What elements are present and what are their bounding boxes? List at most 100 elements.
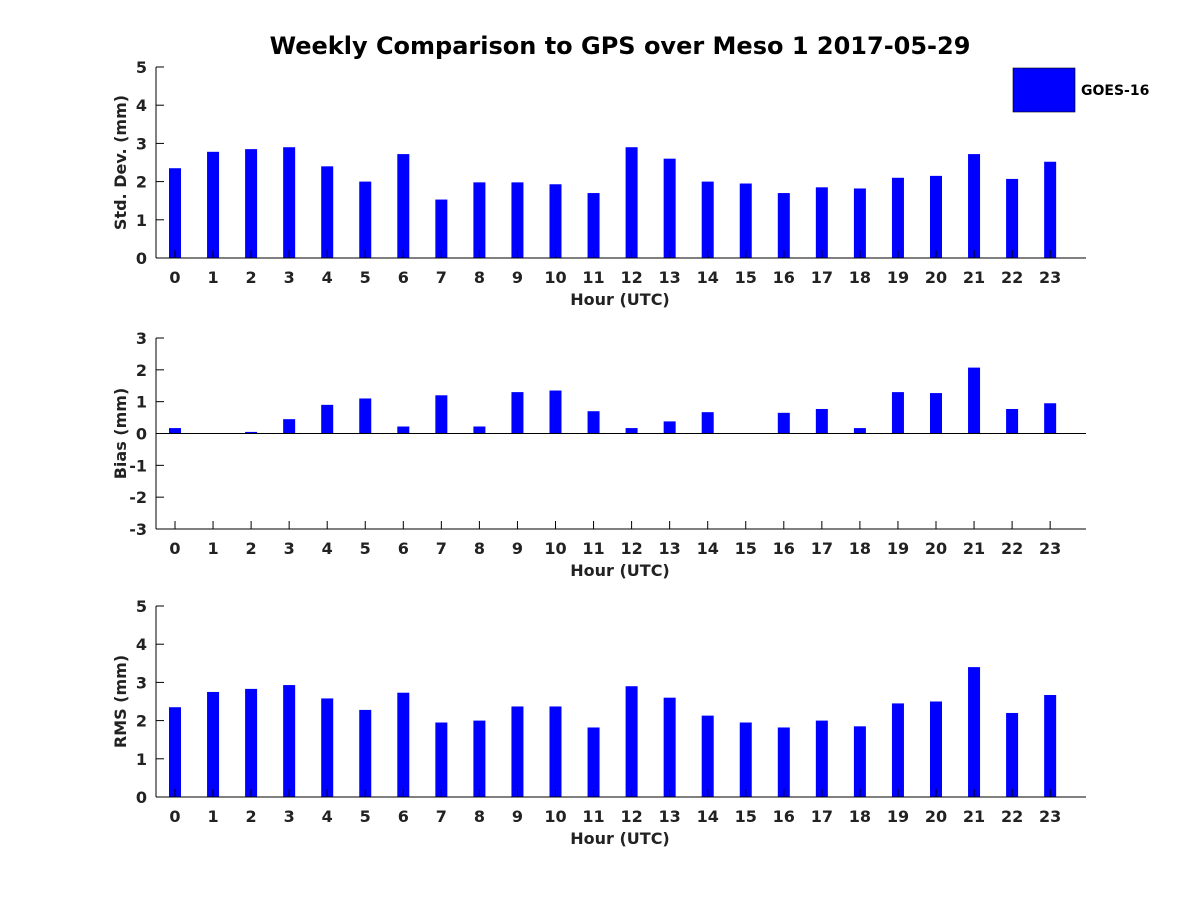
- std-dev-xtick-label: 20: [925, 268, 947, 287]
- rms-xtick-label: 4: [322, 807, 333, 826]
- std-dev-bar-hour-8: [473, 182, 486, 258]
- std-dev-bar-hour-9: [511, 182, 524, 258]
- rms-xtick-label: 19: [887, 807, 909, 826]
- std-dev-bar-hour-6: [397, 154, 410, 258]
- legend-swatch: [1012, 67, 1076, 113]
- std-dev-xtick-label: 1: [207, 268, 218, 287]
- std-dev-ytick-label: 4: [136, 96, 147, 115]
- legend-label: GOES-16: [1081, 83, 1149, 99]
- bias-xtick-label: 14: [697, 539, 719, 558]
- std-dev-bar-hour-13: [663, 158, 676, 258]
- rms-xtick-label: 3: [284, 807, 295, 826]
- bias-ytick-label: 2: [136, 361, 147, 380]
- bias-ytick-label: -3: [129, 520, 147, 539]
- std-dev-bar-hour-7: [435, 199, 448, 258]
- std-dev-bar-hour-12: [625, 147, 638, 258]
- std-dev-bar-hour-20: [930, 175, 942, 258]
- bias-xtick-label: 9: [512, 539, 523, 558]
- bias-bar-hour-22: [1006, 408, 1019, 434]
- bias-bar-hour-8: [473, 426, 486, 434]
- rms-bar-hour-0: [169, 707, 181, 797]
- rms-bar-hour-3: [283, 685, 296, 797]
- bias-bar-hour-5: [359, 398, 372, 434]
- std-dev-xtick-label: 0: [169, 268, 180, 287]
- rms-xtick-label: 10: [544, 807, 566, 826]
- std-dev-ytick-label: 1: [136, 211, 147, 230]
- std-dev-bar-hour-4: [321, 166, 334, 258]
- std-dev-xtick-label: 8: [474, 268, 485, 287]
- bias-bar-hour-23: [1044, 403, 1057, 434]
- bias-xtick-label: 12: [620, 539, 642, 558]
- rms-bar-hour-17: [815, 720, 828, 797]
- std-dev-xtick-label: 12: [620, 268, 642, 287]
- rms-bar-hour-15: [739, 722, 752, 797]
- rms-xtick-label: 16: [773, 807, 795, 826]
- bias-bar-hour-16: [777, 412, 790, 434]
- rms-bar-hour-12: [625, 686, 638, 797]
- rms-xtick-label: 15: [735, 807, 757, 826]
- bias-xtick-label: 18: [849, 539, 871, 558]
- rms-bar-hour-8: [473, 720, 486, 797]
- bias-bar-hour-21: [968, 367, 981, 434]
- bias-xtick-label: 7: [436, 539, 447, 558]
- bias-ytick-label: 0: [136, 425, 147, 444]
- std-dev-bar-hour-18: [853, 188, 866, 258]
- rms-xtick-label: 21: [963, 807, 985, 826]
- std-dev-bar-hour-21: [968, 154, 981, 258]
- std-dev-bar-hour-1: [207, 151, 220, 258]
- bias-xtick-label: 15: [735, 539, 757, 558]
- rms-y-axis-label: RMS (mm): [111, 655, 130, 748]
- std-dev-x-axis-label: Hour (UTC): [570, 290, 670, 309]
- std-dev-bar-hour-11: [587, 193, 600, 258]
- bias-bar-hour-2: [245, 431, 258, 434]
- std-dev-xtick-label: 5: [360, 268, 371, 287]
- rms-x-axis-label: Hour (UTC): [570, 829, 670, 848]
- std-dev-bar-hour-14: [701, 181, 714, 258]
- bias-xtick-label: 23: [1039, 539, 1061, 558]
- rms-bar-hour-7: [435, 722, 448, 797]
- rms-bar-hour-5: [359, 709, 372, 797]
- rms-ytick-label: 2: [136, 712, 147, 731]
- rms-bar-hour-14: [701, 715, 714, 797]
- bias-bar-hour-7: [435, 395, 448, 434]
- std-dev-xtick-label: 7: [436, 268, 447, 287]
- std-dev-xtick-label: 15: [735, 268, 757, 287]
- bias-xtick-label: 3: [284, 539, 295, 558]
- std-dev-bar-hour-16: [777, 193, 790, 258]
- bias-ytick-label: -1: [129, 456, 147, 475]
- rms-xtick-label: 12: [620, 807, 642, 826]
- std-dev-xtick-label: 10: [544, 268, 566, 287]
- bias-bar-hour-14: [701, 412, 714, 434]
- std-dev-ytick-label: 3: [136, 134, 147, 153]
- std-dev-bar-hour-5: [359, 181, 372, 258]
- std-dev-xtick-label: 13: [659, 268, 681, 287]
- std-dev-xtick-label: 21: [963, 268, 985, 287]
- bias-ytick-label: 3: [136, 329, 147, 348]
- bias-xtick-label: 8: [474, 539, 485, 558]
- rms-xtick-label: 14: [697, 807, 719, 826]
- rms-bar-hour-20: [930, 701, 942, 797]
- std-dev-bar-hour-15: [739, 183, 752, 258]
- std-dev-ytick-label: 2: [136, 173, 147, 192]
- std-dev-xtick-label: 2: [246, 268, 257, 287]
- rms-xtick-label: 18: [849, 807, 871, 826]
- rms-ytick-label: 3: [136, 673, 147, 692]
- bias-bar-hour-4: [321, 404, 334, 434]
- bias-bar-hour-9: [511, 392, 524, 434]
- rms-ytick-label: 0: [136, 788, 147, 807]
- bias-bar-hour-20: [930, 393, 942, 434]
- chart-title: Weekly Comparison to GPS over Meso 1 201…: [270, 32, 971, 60]
- bias-bar-hour-0: [169, 428, 181, 434]
- bias-bar-hour-10: [549, 390, 562, 434]
- rms-xtick-label: 17: [811, 807, 833, 826]
- bias-xtick-label: 22: [1001, 539, 1023, 558]
- std-dev-xtick-label: 14: [697, 268, 719, 287]
- bias-bar-hour-11: [587, 411, 600, 434]
- rms-bar-hour-10: [549, 706, 562, 797]
- std-dev-xtick-label: 18: [849, 268, 871, 287]
- bias-xtick-label: 1: [207, 539, 218, 558]
- rms-bar-hour-13: [663, 697, 676, 797]
- std-dev-bar-hour-2: [245, 149, 258, 258]
